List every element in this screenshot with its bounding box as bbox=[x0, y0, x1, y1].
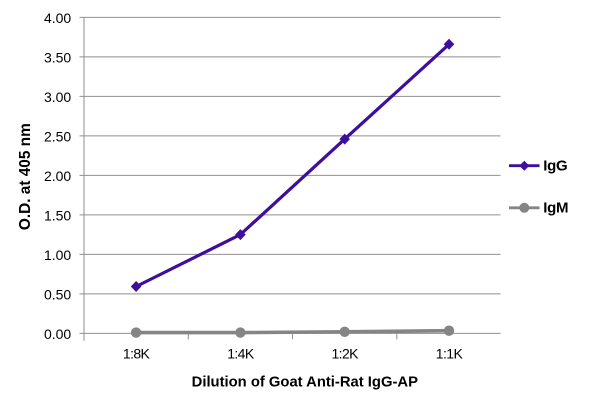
svg-text:1.00: 1.00 bbox=[44, 247, 71, 263]
svg-text:3.50: 3.50 bbox=[44, 50, 71, 66]
svg-text:0.00: 0.00 bbox=[44, 326, 71, 342]
svg-text:Dilution of Goat Anti-Rat IgG-: Dilution of Goat Anti-Rat IgG-AP bbox=[192, 374, 418, 390]
svg-text:IgM: IgM bbox=[543, 199, 568, 216]
svg-text:2.50: 2.50 bbox=[44, 129, 71, 145]
svg-text:O.D. at 405 nm: O.D. at 405 nm bbox=[17, 123, 34, 230]
svg-text:3.00: 3.00 bbox=[44, 89, 71, 105]
svg-text:1:8K: 1:8K bbox=[123, 346, 151, 362]
svg-text:4.00: 4.00 bbox=[44, 10, 71, 26]
svg-text:IgG: IgG bbox=[543, 157, 567, 174]
svg-text:2.00: 2.00 bbox=[44, 168, 71, 184]
svg-text:1:4K: 1:4K bbox=[227, 346, 255, 362]
svg-text:1:2K: 1:2K bbox=[331, 346, 359, 362]
svg-text:1:1K: 1:1K bbox=[436, 346, 464, 362]
svg-text:1.50: 1.50 bbox=[44, 208, 71, 224]
svg-text:0.50: 0.50 bbox=[44, 287, 71, 303]
